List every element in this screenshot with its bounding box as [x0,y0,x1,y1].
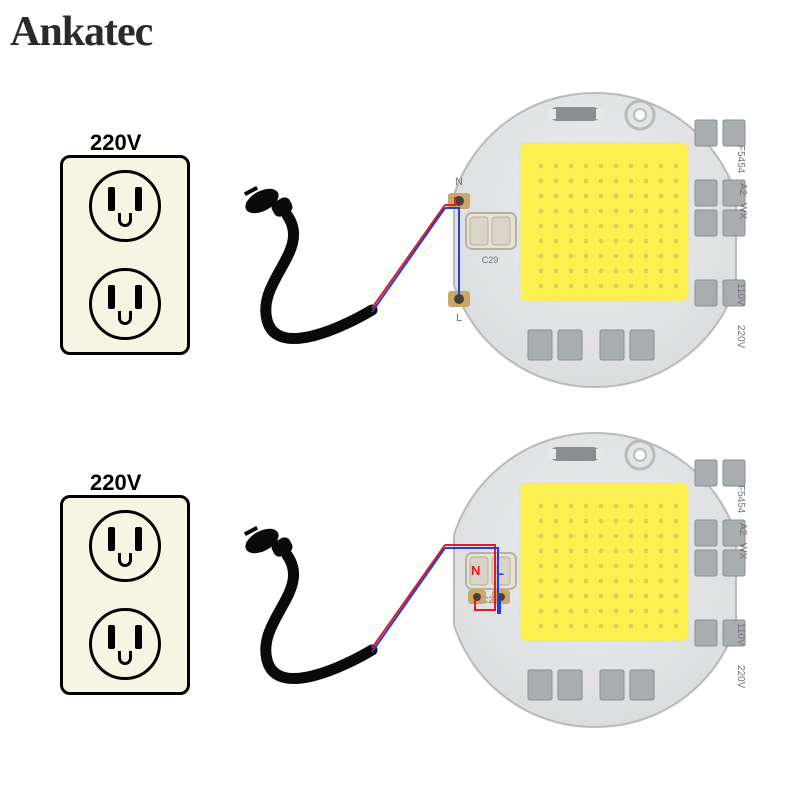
svg-text:N: N [471,563,480,578]
wiring-diagram-row: 220V [0,80,800,400]
svg-text:L: L [496,563,504,578]
terminal-wire-overlay [0,80,800,400]
terminal-wire-overlay: N L [0,420,800,740]
wiring-diagram-row: 220V [0,420,800,740]
brand-logo: Ankatec [10,8,152,56]
